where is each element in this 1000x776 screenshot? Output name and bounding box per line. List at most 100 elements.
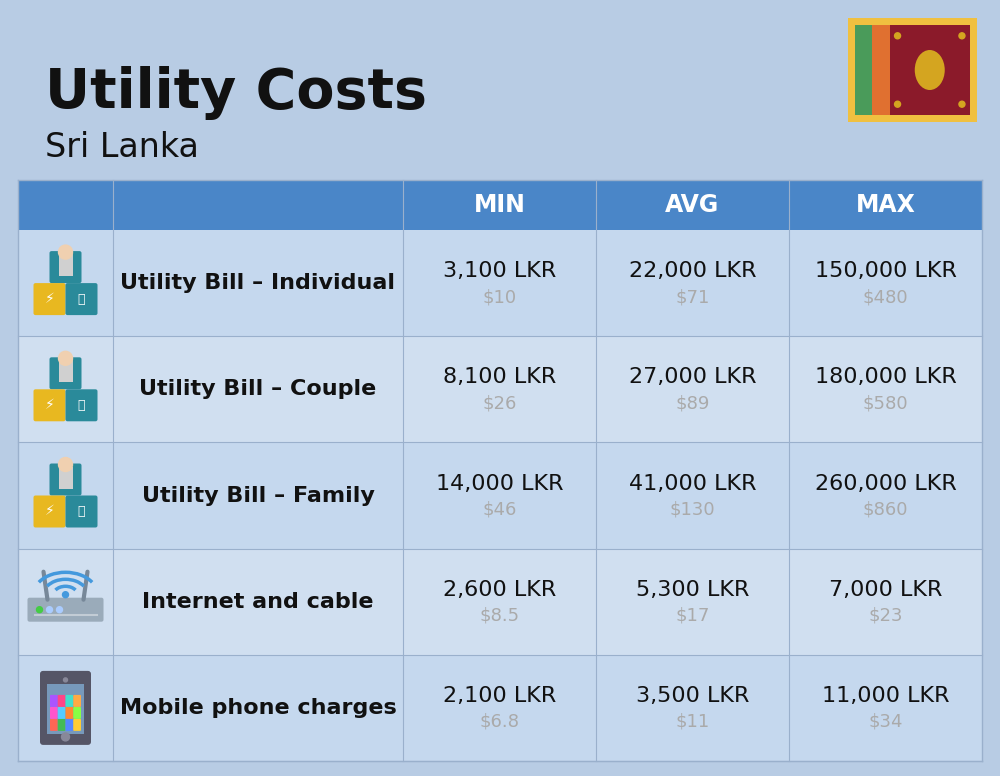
- Text: $10: $10: [482, 288, 517, 306]
- FancyBboxPatch shape: [66, 719, 73, 731]
- Text: $71: $71: [675, 288, 710, 306]
- FancyBboxPatch shape: [73, 707, 81, 719]
- Text: Utility Costs: Utility Costs: [45, 66, 427, 120]
- FancyBboxPatch shape: [73, 695, 81, 707]
- FancyBboxPatch shape: [58, 707, 66, 719]
- Circle shape: [58, 245, 72, 259]
- Text: Sri Lanka: Sri Lanka: [45, 131, 199, 164]
- Text: 2,100 LKR: 2,100 LKR: [443, 686, 556, 706]
- Text: 150,000 LKR: 150,000 LKR: [815, 261, 956, 281]
- Text: 💧: 💧: [78, 505, 85, 518]
- Text: ⚙: ⚙: [59, 365, 72, 381]
- Text: $580: $580: [863, 394, 908, 412]
- Bar: [47, 684, 84, 734]
- Bar: [58, 466, 72, 489]
- Circle shape: [895, 101, 901, 107]
- FancyBboxPatch shape: [50, 463, 82, 496]
- Text: ⚙: ⚙: [59, 472, 72, 487]
- Text: 2,600 LKR: 2,600 LKR: [443, 580, 556, 600]
- Text: 22,000 LKR: 22,000 LKR: [629, 261, 756, 281]
- Bar: [872, 25, 890, 115]
- Bar: [890, 25, 970, 115]
- FancyBboxPatch shape: [50, 707, 58, 719]
- FancyBboxPatch shape: [50, 357, 82, 390]
- Circle shape: [959, 33, 965, 39]
- Text: Utility Bill – Couple: Utility Bill – Couple: [139, 379, 377, 400]
- FancyBboxPatch shape: [66, 390, 98, 421]
- Bar: [18, 230, 982, 336]
- Text: $26: $26: [482, 394, 517, 412]
- Text: $480: $480: [863, 288, 908, 306]
- Bar: [18, 180, 982, 230]
- Circle shape: [36, 607, 42, 613]
- Text: $11: $11: [675, 713, 710, 731]
- Text: $860: $860: [863, 501, 908, 518]
- Text: $130: $130: [670, 501, 715, 518]
- Bar: [18, 336, 982, 442]
- Text: $46: $46: [482, 501, 517, 518]
- Text: ⚡: ⚡: [45, 398, 54, 412]
- Text: 5,300 LKR: 5,300 LKR: [636, 580, 749, 600]
- FancyBboxPatch shape: [34, 283, 66, 315]
- Text: AVG: AVG: [665, 193, 720, 217]
- Text: 14,000 LKR: 14,000 LKR: [436, 473, 563, 494]
- FancyBboxPatch shape: [40, 671, 91, 745]
- Text: $8.5: $8.5: [479, 607, 520, 625]
- Bar: [58, 360, 72, 383]
- FancyBboxPatch shape: [58, 695, 66, 707]
- FancyBboxPatch shape: [66, 496, 98, 528]
- FancyBboxPatch shape: [58, 719, 66, 731]
- Bar: [58, 254, 72, 276]
- Bar: [18, 549, 982, 655]
- FancyBboxPatch shape: [66, 707, 73, 719]
- Text: 3,500 LKR: 3,500 LKR: [636, 686, 749, 706]
- Text: $6.8: $6.8: [480, 713, 520, 731]
- Text: 3,100 LKR: 3,100 LKR: [443, 261, 556, 281]
- Text: ⚡: ⚡: [45, 504, 54, 518]
- Circle shape: [895, 33, 901, 39]
- Text: $89: $89: [675, 394, 710, 412]
- Bar: [18, 442, 982, 549]
- FancyBboxPatch shape: [66, 283, 98, 315]
- Text: 7,000 LKR: 7,000 LKR: [829, 580, 942, 600]
- Text: 8,100 LKR: 8,100 LKR: [443, 367, 556, 387]
- Circle shape: [62, 592, 68, 598]
- Text: $17: $17: [675, 607, 710, 625]
- Text: 11,000 LKR: 11,000 LKR: [822, 686, 949, 706]
- Circle shape: [58, 352, 72, 365]
- FancyBboxPatch shape: [50, 719, 58, 731]
- FancyBboxPatch shape: [34, 496, 66, 528]
- Text: Mobile phone charges: Mobile phone charges: [120, 698, 396, 718]
- Bar: [848, 18, 977, 122]
- Text: Internet and cable: Internet and cable: [142, 592, 374, 611]
- Text: $34: $34: [868, 713, 903, 731]
- Text: ⚙: ⚙: [59, 260, 72, 275]
- Circle shape: [56, 607, 62, 613]
- FancyBboxPatch shape: [28, 598, 104, 622]
- Ellipse shape: [915, 50, 945, 90]
- Circle shape: [64, 678, 68, 682]
- Text: 💧: 💧: [78, 293, 85, 306]
- Bar: [18, 655, 982, 761]
- Text: MIN: MIN: [474, 193, 525, 217]
- Text: MAX: MAX: [856, 193, 915, 217]
- Text: 41,000 LKR: 41,000 LKR: [629, 473, 756, 494]
- Text: ⚡: ⚡: [45, 292, 54, 306]
- Text: 💧: 💧: [78, 399, 85, 412]
- FancyBboxPatch shape: [66, 695, 73, 707]
- FancyBboxPatch shape: [50, 251, 82, 283]
- Bar: [855, 25, 872, 115]
- Text: $23: $23: [868, 607, 903, 625]
- FancyBboxPatch shape: [50, 695, 58, 707]
- Text: Utility Bill – Family: Utility Bill – Family: [142, 486, 374, 505]
- Circle shape: [46, 607, 52, 613]
- Circle shape: [58, 458, 72, 472]
- FancyBboxPatch shape: [73, 719, 81, 731]
- FancyBboxPatch shape: [34, 390, 66, 421]
- Text: Utility Bill – Individual: Utility Bill – Individual: [120, 273, 396, 293]
- Circle shape: [959, 101, 965, 107]
- Text: 27,000 LKR: 27,000 LKR: [629, 367, 756, 387]
- Text: 180,000 LKR: 180,000 LKR: [815, 367, 956, 387]
- Circle shape: [62, 733, 70, 741]
- Text: 260,000 LKR: 260,000 LKR: [815, 473, 956, 494]
